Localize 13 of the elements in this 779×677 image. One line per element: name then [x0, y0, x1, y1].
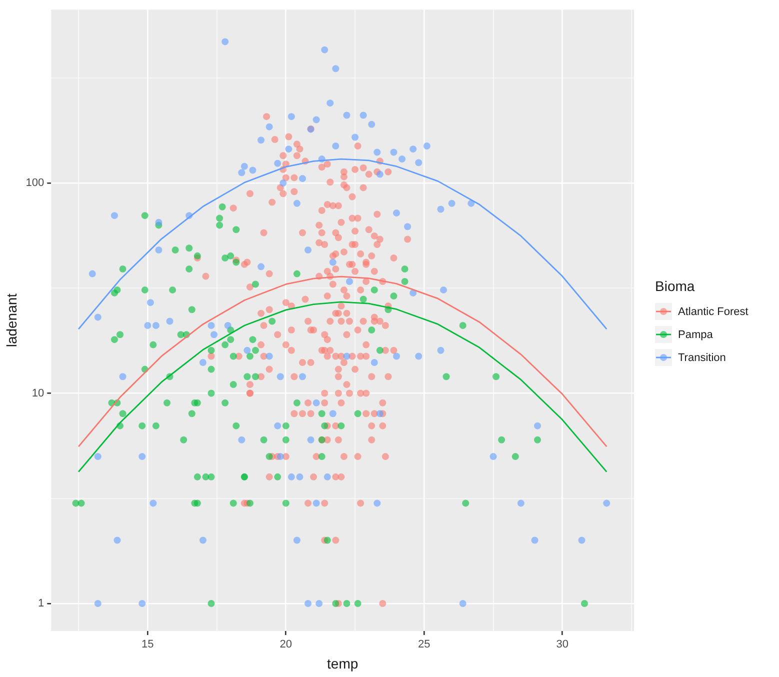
x-tick-label: 30: [556, 638, 569, 651]
x-axis-title: temp: [327, 655, 358, 672]
x-tick-label: 15: [142, 638, 154, 651]
legend-label: Atlantic Forest: [678, 306, 748, 318]
y-axis-title: ladenant: [3, 293, 20, 348]
legend-label: Transition: [678, 352, 726, 364]
x-tick-label: 25: [418, 638, 430, 651]
legend-title: Bioma: [655, 278, 696, 294]
x-tick-label: 20: [280, 638, 292, 651]
y-tick-label: 1: [38, 598, 44, 610]
y-tick-label: 10: [32, 387, 44, 400]
y-tick-label: 100: [26, 177, 44, 190]
legend-label: Pampa: [678, 328, 713, 340]
